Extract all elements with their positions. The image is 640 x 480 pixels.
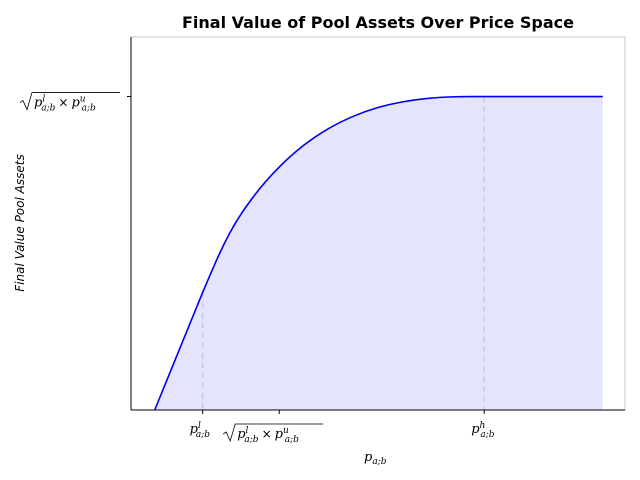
axes <box>127 36 626 414</box>
x-tick-label-2-text: pl a;b × pu a;b <box>237 426 299 445</box>
x-tick-label-3: ph a;b <box>471 421 495 440</box>
y-tick-label-1-text: pl a;b × pu a;b <box>34 95 96 114</box>
area-fill <box>154 96 603 410</box>
y-tick-label-1: pl a;b × pu a;b <box>19 92 120 114</box>
x-axis-label: pa;b <box>364 450 387 467</box>
x-tick-label-2: pl a;b × pu a;b <box>222 423 324 445</box>
series-line <box>153 95 603 411</box>
chart-title: Final Value of Pool Assets Over Price Sp… <box>182 13 574 32</box>
y-tick-label-1-radical <box>19 92 120 111</box>
x-tick-label-1: pl a;b <box>190 421 211 440</box>
x-tick-label-2-radical <box>222 423 324 443</box>
tick-labels: pl a;b pl a;b × pu a;b ph a;b pl a;b × pu a;b <box>19 92 495 445</box>
plot-area <box>153 95 603 411</box>
x-axis-label-text: pa;b <box>364 450 387 467</box>
y-axis-label: Final Value Pool Assets <box>13 154 27 291</box>
